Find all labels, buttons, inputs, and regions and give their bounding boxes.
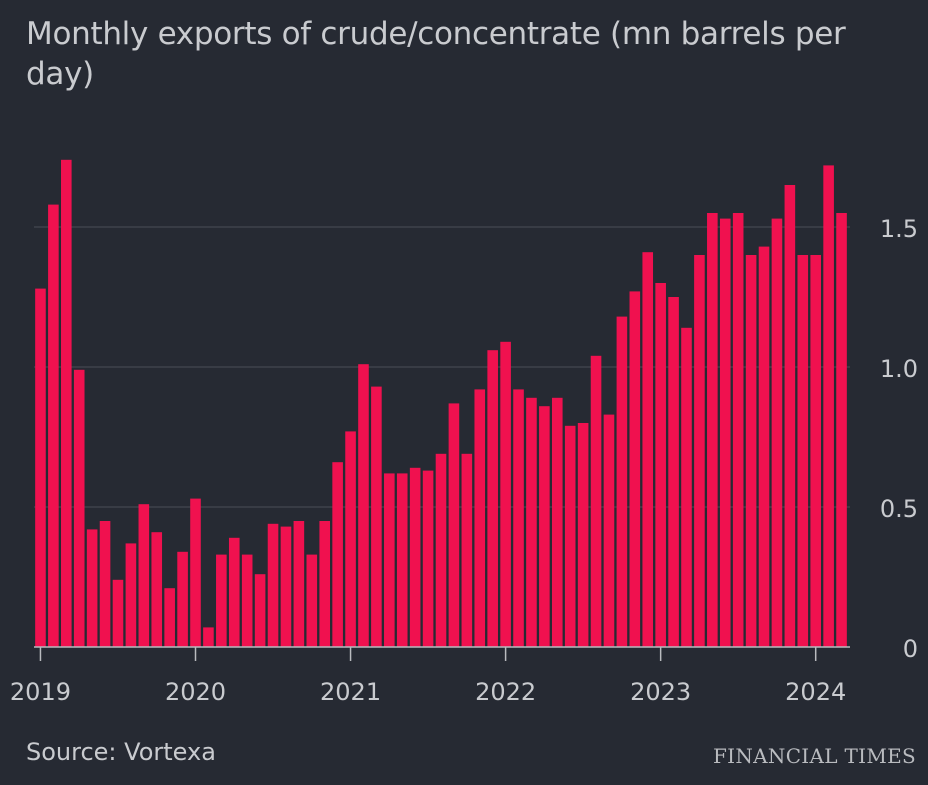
bar xyxy=(35,288,46,647)
y-tick-label: 1.0 xyxy=(880,355,918,383)
bar xyxy=(771,218,783,647)
bar xyxy=(461,453,473,647)
chart-title: Monthly exports of crude/concentrate (mn… xyxy=(26,16,846,92)
x-tick-label: 2019 xyxy=(10,678,71,706)
bar xyxy=(681,327,692,647)
bar xyxy=(228,537,240,647)
bar xyxy=(784,185,796,647)
bar xyxy=(48,204,59,647)
bar xyxy=(409,467,421,647)
bar xyxy=(99,521,111,647)
x-tick-label: 2020 xyxy=(165,678,226,706)
publisher-logo: FINANCIAL TIMES xyxy=(712,744,916,768)
source-note: Source: Vortexa xyxy=(26,738,216,766)
bar xyxy=(564,425,576,647)
bar xyxy=(164,588,175,647)
bar xyxy=(371,386,382,647)
bar xyxy=(112,579,124,647)
bar xyxy=(500,341,511,647)
bar xyxy=(267,523,279,647)
bar xyxy=(435,453,447,647)
bar xyxy=(732,213,744,647)
bar xyxy=(125,543,137,647)
bar xyxy=(332,462,343,647)
bar xyxy=(203,627,214,647)
bar xyxy=(396,473,408,647)
y-tick-label: 1.5 xyxy=(880,215,918,243)
bar xyxy=(384,473,395,647)
bar xyxy=(73,369,85,647)
bar xyxy=(151,532,163,647)
bar xyxy=(655,283,666,647)
bar xyxy=(616,316,628,647)
y-tick-label: 0 xyxy=(903,635,918,663)
bar xyxy=(177,551,188,647)
x-tick-label: 2022 xyxy=(475,678,536,706)
bar xyxy=(551,397,563,647)
bar xyxy=(836,213,847,647)
bar xyxy=(707,213,718,647)
bar xyxy=(280,526,292,647)
bar xyxy=(797,255,809,647)
bar xyxy=(254,574,266,647)
bar xyxy=(345,431,356,647)
bar xyxy=(526,397,537,647)
bar xyxy=(590,355,602,647)
bar xyxy=(694,255,705,647)
bar xyxy=(758,246,770,647)
y-tick-label: 0.5 xyxy=(880,495,918,523)
bar xyxy=(577,423,589,647)
bar xyxy=(823,165,834,647)
x-tick-label: 2023 xyxy=(630,678,691,706)
x-tick-label: 2021 xyxy=(320,678,381,706)
bar xyxy=(293,521,305,647)
bar xyxy=(241,554,253,647)
bar xyxy=(138,504,150,647)
bar xyxy=(448,403,460,647)
bar xyxy=(474,389,486,647)
x-tick-label: 2024 xyxy=(785,678,846,706)
bar xyxy=(539,406,550,647)
bar xyxy=(487,350,498,647)
bar xyxy=(190,498,201,647)
bar xyxy=(642,252,654,647)
bar xyxy=(810,255,821,647)
bar xyxy=(306,554,318,647)
bar xyxy=(603,414,615,647)
bar xyxy=(513,389,524,647)
bar xyxy=(61,159,72,648)
bar xyxy=(216,554,227,647)
bar xyxy=(629,291,641,647)
bar xyxy=(319,521,331,647)
bar xyxy=(745,255,757,647)
bar xyxy=(422,470,434,647)
bar xyxy=(358,364,369,647)
bar xyxy=(86,529,98,647)
bar xyxy=(719,218,731,647)
bar xyxy=(668,297,679,647)
